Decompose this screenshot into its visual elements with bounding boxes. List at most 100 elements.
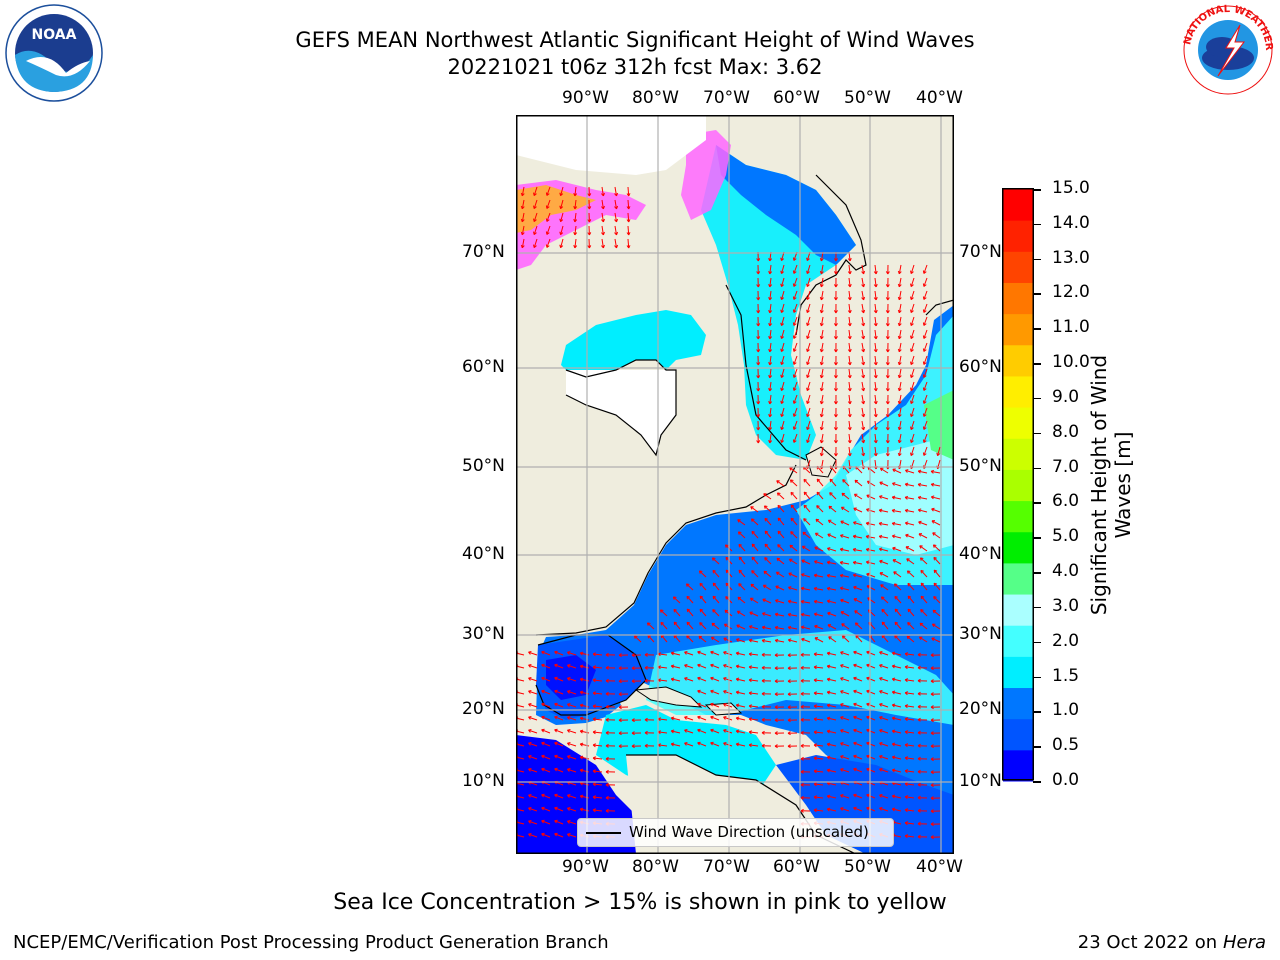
wave-arrow [881,609,889,617]
wave-arrow-head [828,636,832,640]
wave-arrow [855,622,863,630]
wave-arrow-head [644,652,648,657]
wave-arrow-head [592,652,597,657]
wave-arrow-head [920,582,925,587]
wave-arrow-head [554,832,558,837]
wave-arrow [710,729,720,734]
wave-arrow-head [910,374,914,378]
wave-arrow-head [917,704,921,709]
wave-arrow-head [768,426,773,431]
wave-arrow [567,716,577,721]
wave-arrow [737,596,746,604]
wave-arrow-head [775,585,779,590]
wave-arrow-head [774,653,778,658]
wave-arrow [861,290,865,300]
wave-arrow-head [904,508,909,513]
wave-arrow [801,600,811,604]
wave-arrow-head [891,521,896,526]
wave-arrow [905,783,915,786]
wave-arrow [881,621,889,630]
wave-arrow [686,583,694,591]
wave-arrow-head [533,192,537,196]
wave-arrow [907,595,915,604]
wave-arrow-head [841,635,846,639]
wave-arrow [874,394,877,404]
wave-arrow-head [907,582,911,587]
wave-arrow [820,368,824,378]
wave-arrow [827,612,837,617]
wave-arrow [790,531,798,539]
wave-arrow-head [792,426,797,430]
wave-arrow [892,704,902,708]
wave-arrow [671,730,681,734]
wave-arrow-head [803,504,808,509]
wave-arrow-head [774,744,778,749]
wave-arrow-head [806,439,810,443]
wave-arrow [781,394,785,404]
wave-arrow-head [735,729,740,734]
wave-arrow [789,467,798,474]
wave-arrow-head [554,793,558,798]
colorbar-segment [1003,531,1033,564]
wave-arrow-head [660,621,664,626]
wave-arrow [614,186,617,196]
wave-arrow-head [768,283,773,288]
wave-arrow-head [800,704,804,709]
wave-arrow [647,634,655,643]
wave-arrow-head [554,650,558,655]
wave-arrow [546,199,551,209]
wave-arrow [697,690,707,695]
wave-arrow-head [839,547,844,552]
wave-arrow [567,833,577,838]
wave-arrow-head [776,492,781,496]
wave-arrow [933,544,941,552]
wave-arrow-head [792,257,797,261]
wave-arrow-head [541,754,545,759]
wave-arrow [923,433,928,443]
wave-arrow-head [605,808,609,813]
wave-arrow-head [853,507,857,512]
wave-arrow [861,446,865,456]
wave-arrow [910,329,915,339]
wave-arrow [528,807,538,812]
wave-arrow [840,534,850,539]
wave-arrow-head [579,664,584,669]
wave-arrow-head [723,677,727,681]
wave-arrow-head [768,296,773,301]
wave-arrow [763,584,772,591]
wave-arrow-head [764,543,769,548]
wave-arrow-head [933,596,937,600]
wave-arrow [866,755,876,760]
wave-arrow [848,394,851,404]
wave-arrow-head [631,653,635,658]
wave-arrow-head [792,400,797,404]
wave-arrow [801,638,811,643]
wave-arrow-head [931,507,935,512]
wave-arrow [919,545,928,552]
wave-arrow [854,493,863,500]
wave-arrow [627,186,630,197]
wave-arrow [723,742,733,747]
wave-arrow-head [579,677,584,682]
wave-arrow-head [879,703,883,707]
wave-arrow-head [554,663,558,668]
wave-arrow [931,637,941,643]
wave-arrow [905,809,915,812]
wave-arrow [802,531,811,539]
wave-arrow [790,517,798,526]
wave-arrow-head [813,756,818,761]
wave-arrow-head [806,257,810,261]
wave-arrow-head [738,569,743,574]
wave-arrow [879,703,889,708]
wave-arrow [937,446,941,456]
wave-arrow [567,820,577,825]
wave-arrow [684,677,694,682]
wave-arrow [660,634,668,643]
wave-arrow [793,420,798,430]
wave-arrow [614,212,617,222]
wave-arrow-head [885,362,890,366]
wave-arrow [898,433,902,443]
wave-arrow-head [840,520,844,525]
wave-arrow [861,342,865,352]
wave-arrow-head [592,691,597,696]
